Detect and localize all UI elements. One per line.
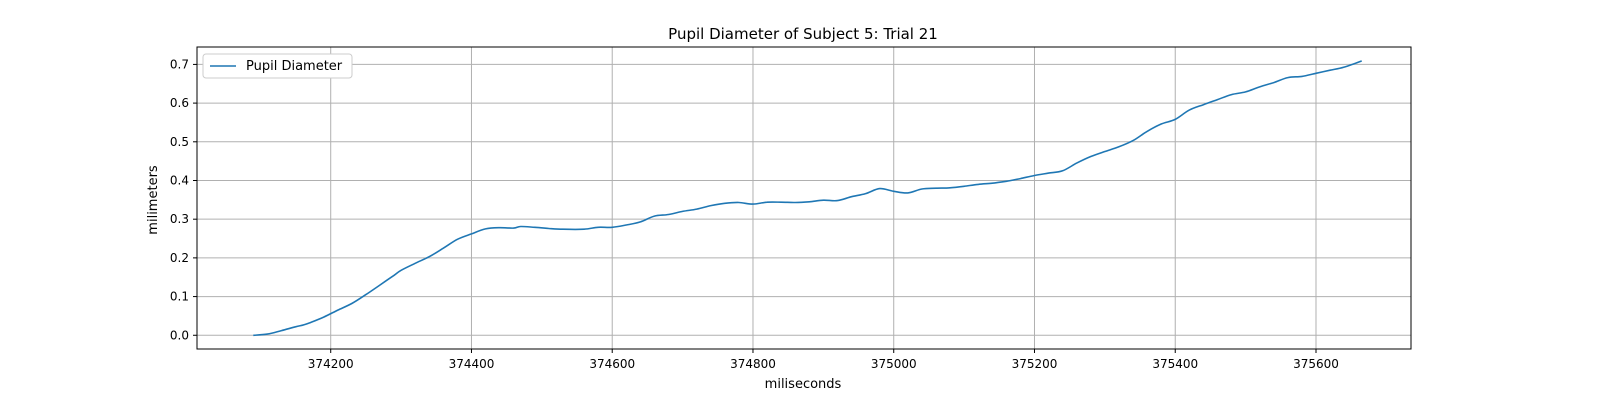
x-tick-label: 375600 xyxy=(1293,357,1339,371)
y-tick-label: 0.0 xyxy=(170,328,189,342)
y-axis: 0.0 0.1 0.2 0.3 0.4 0.5 0.6 0.7 xyxy=(170,57,197,342)
legend-label-pupil-diameter: Pupil Diameter xyxy=(246,59,343,74)
x-tick-label: 374600 xyxy=(589,357,635,371)
grid xyxy=(197,47,1411,349)
chart-title: Pupil Diameter of Subject 5: Trial 21 xyxy=(668,25,938,43)
y-tick-label: 0.2 xyxy=(170,251,189,265)
y-tick-label: 0.7 xyxy=(170,57,189,71)
plot-area-frame xyxy=(196,46,1412,350)
x-tick-label: 375200 xyxy=(1012,357,1058,371)
x-axis-label: miliseconds xyxy=(765,377,842,392)
y-tick-label: 0.6 xyxy=(170,96,189,110)
y-tick-label: 0.3 xyxy=(170,212,189,226)
y-tick-label: 0.4 xyxy=(170,173,189,187)
y-tick-label: 0.5 xyxy=(170,135,189,149)
x-tick-label: 375000 xyxy=(871,357,917,371)
legend-box xyxy=(202,53,353,79)
legend: Pupil Diameter xyxy=(202,53,353,79)
x-tick-label: 374800 xyxy=(730,357,776,371)
y-axis-label: milimeters xyxy=(146,165,161,235)
x-tick-label: 375400 xyxy=(1152,357,1198,371)
x-tick-label: 374200 xyxy=(308,357,354,371)
y-tick-label: 0.1 xyxy=(170,290,189,304)
x-tick-label: 374400 xyxy=(449,357,495,371)
pupil-diameter-line xyxy=(253,60,1362,337)
x-axis: 374200 374400 374600 374800 375000 375200 3754… xyxy=(308,349,1339,371)
